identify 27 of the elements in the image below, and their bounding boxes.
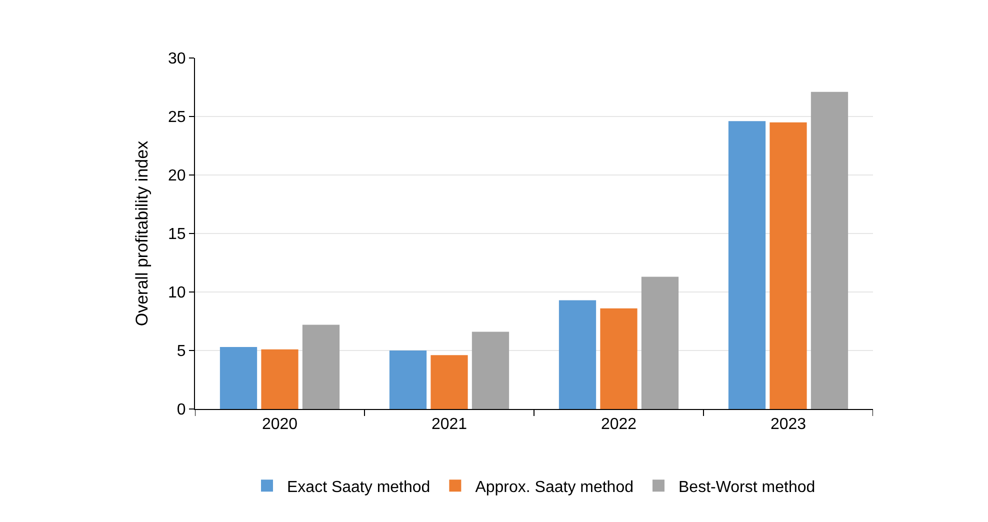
- x-tick-label: 2020: [262, 416, 298, 434]
- bar: [600, 308, 638, 409]
- legend-label: Exact Saaty method: [287, 478, 430, 496]
- bar: [810, 92, 848, 409]
- y-tick-label: 0: [176, 402, 186, 419]
- y-tick-label: 20: [168, 168, 186, 185]
- bar: [728, 121, 766, 409]
- bar: [641, 276, 679, 409]
- bar: [220, 346, 258, 409]
- bar: [770, 122, 807, 409]
- y-tick-label: 25: [168, 109, 186, 126]
- y-axis-title: Overall profitability index: [132, 140, 152, 326]
- bar: [302, 324, 340, 409]
- y-tick-label: 5: [176, 343, 186, 360]
- x-tick-label: 2023: [770, 416, 806, 434]
- bar: [430, 355, 468, 409]
- x-tick-label: 2022: [600, 416, 637, 434]
- legend-label: Approx. Saaty method: [475, 478, 634, 496]
- bar: [389, 350, 427, 409]
- y-tick-label: 10: [168, 284, 186, 302]
- legend-label: Best-Worst method: [678, 478, 816, 496]
- bar: [472, 332, 510, 409]
- y-tick-label: 15: [168, 226, 186, 244]
- x-tick-label: 2021: [431, 416, 468, 434]
- bar: [558, 300, 596, 409]
- y-tick-label: 30: [168, 50, 186, 68]
- bar: [261, 349, 298, 409]
